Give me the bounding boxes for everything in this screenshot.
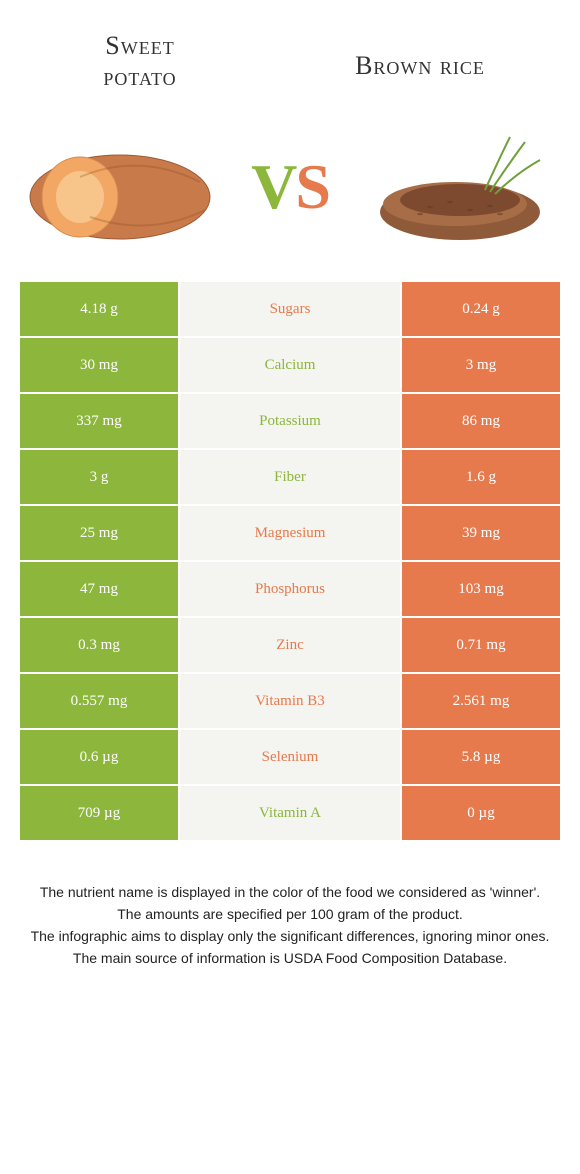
table-row: 709 µgVitamin A0 µg xyxy=(20,786,560,842)
right-value-cell: 39 mg xyxy=(400,506,560,562)
vs-s: S xyxy=(295,151,329,222)
left-value-cell: 0.557 mg xyxy=(20,674,180,730)
nutrient-label-cell: Potassium xyxy=(180,394,400,450)
table-row: 25 mgMagnesium39 mg xyxy=(20,506,560,562)
nutrient-label-cell: Zinc xyxy=(180,618,400,674)
table-row: 30 mgCalcium3 mg xyxy=(20,338,560,394)
nutrient-label-cell: Phosphorus xyxy=(180,562,400,618)
left-value-cell: 30 mg xyxy=(20,338,180,394)
table-row: 4.18 gSugars0.24 g xyxy=(20,282,560,338)
table-row: 0.557 mgVitamin B32.561 mg xyxy=(20,674,560,730)
header: Sweet potato Brown rice xyxy=(20,20,560,112)
footer-line-4: The main source of information is USDA F… xyxy=(30,948,550,969)
left-value-cell: 709 µg xyxy=(20,786,180,842)
right-title: Brown rice xyxy=(355,51,485,80)
footer-line-2: The amounts are specified per 100 gram o… xyxy=(30,904,550,925)
nutrient-label-cell: Vitamin B3 xyxy=(180,674,400,730)
images-row: VS xyxy=(20,112,560,282)
left-value-cell: 3 g xyxy=(20,450,180,506)
vs-label: VS xyxy=(251,150,329,224)
left-food-title: Sweet potato xyxy=(50,30,230,92)
table-row: 47 mgPhosphorus103 mg xyxy=(20,562,560,618)
left-value-cell: 0.3 mg xyxy=(20,618,180,674)
table-row: 3 gFiber1.6 g xyxy=(20,450,560,506)
left-title-line2: potato xyxy=(103,62,176,91)
sweet-potato-image xyxy=(20,122,220,252)
left-value-cell: 25 mg xyxy=(20,506,180,562)
left-value-cell: 4.18 g xyxy=(20,282,180,338)
footer-line-1: The nutrient name is displayed in the co… xyxy=(30,882,550,903)
nutrient-label-cell: Magnesium xyxy=(180,506,400,562)
nutrient-label-cell: Fiber xyxy=(180,450,400,506)
left-title-line1: Sweet xyxy=(105,31,174,60)
right-value-cell: 86 mg xyxy=(400,394,560,450)
vs-v: V xyxy=(251,151,295,222)
table-row: 337 mgPotassium86 mg xyxy=(20,394,560,450)
right-value-cell: 0 µg xyxy=(400,786,560,842)
table-row: 0.3 mgZinc0.71 mg xyxy=(20,618,560,674)
left-value-cell: 47 mg xyxy=(20,562,180,618)
footer-line-3: The infographic aims to display only the… xyxy=(30,926,550,947)
right-value-cell: 103 mg xyxy=(400,562,560,618)
footer-notes: The nutrient name is displayed in the co… xyxy=(20,842,560,990)
left-value-cell: 337 mg xyxy=(20,394,180,450)
right-value-cell: 0.24 g xyxy=(400,282,560,338)
nutrient-label-cell: Calcium xyxy=(180,338,400,394)
right-value-cell: 1.6 g xyxy=(400,450,560,506)
nutrient-label-cell: Sugars xyxy=(180,282,400,338)
nutrient-label-cell: Selenium xyxy=(180,730,400,786)
right-food-title: Brown rice xyxy=(310,30,530,81)
nutrient-table: 4.18 gSugars0.24 g30 mgCalcium3 mg337 mg… xyxy=(20,282,560,842)
right-value-cell: 2.561 mg xyxy=(400,674,560,730)
right-value-cell: 5.8 µg xyxy=(400,730,560,786)
nutrient-label-cell: Vitamin A xyxy=(180,786,400,842)
left-value-cell: 0.6 µg xyxy=(20,730,180,786)
brown-rice-image xyxy=(360,122,560,252)
right-value-cell: 0.71 mg xyxy=(400,618,560,674)
right-value-cell: 3 mg xyxy=(400,338,560,394)
table-row: 0.6 µgSelenium5.8 µg xyxy=(20,730,560,786)
